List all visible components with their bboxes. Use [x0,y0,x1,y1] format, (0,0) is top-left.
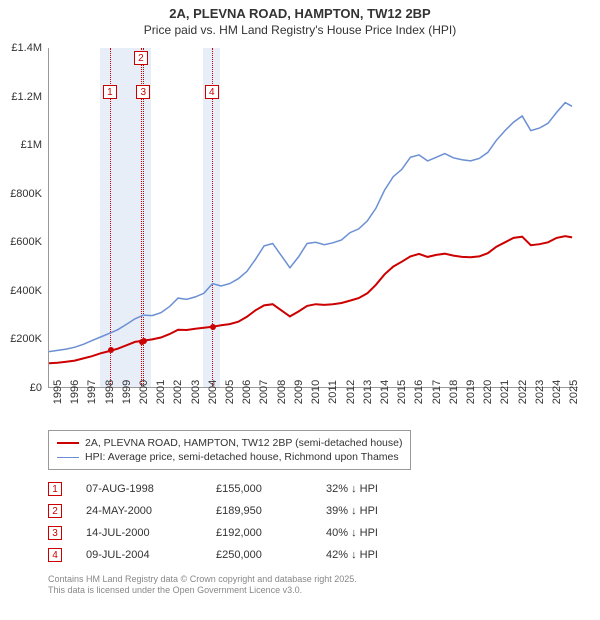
sale-row-date: 24-MAY-2000 [86,505,216,517]
x-axis-tick-label: 1995 [52,380,64,404]
x-axis-tick-label: 2004 [207,380,219,404]
sale-row-price: £250,000 [216,549,326,561]
x-axis-tick-label: 2006 [241,380,253,404]
x-axis-tick-label: 2014 [379,380,391,404]
legend-label: 2A, PLEVNA ROAD, HAMPTON, TW12 2BP (semi… [85,437,402,449]
x-axis-tick-label: 2019 [465,380,477,404]
x-axis-tick-label: 2017 [431,380,443,404]
sale-row-marker: 1 [48,482,62,496]
x-axis-tick-label: 2021 [499,380,511,404]
legend-swatch [57,457,79,458]
sale-row-date: 09-JUL-2004 [86,549,216,561]
sale-row-date: 14-JUL-2000 [86,527,216,539]
x-axis-tick-label: 2023 [534,380,546,404]
x-axis-tick-label: 1998 [104,380,116,404]
x-axis-tick-label: 2000 [138,380,150,404]
sale-row-delta: 32% ↓ HPI [326,483,426,495]
title-block: 2A, PLEVNA ROAD, HAMPTON, TW12 2BP Price… [0,0,600,37]
sale-row-marker: 2 [48,504,62,518]
legend-swatch [57,442,79,444]
x-axis-tick-label: 2003 [190,380,202,404]
x-axis-tick-label: 2013 [362,380,374,404]
sale-row-date: 07-AUG-1998 [86,483,216,495]
x-axis-tick-label: 2022 [517,380,529,404]
sales-table: 1 07-AUG-1998£155,00032% ↓ HPI 2 24-MAY-200… [48,478,426,566]
sale-row: 2 24-MAY-2000£189,95039% ↓ HPI [48,500,426,522]
chart-subtitle: Price paid vs. HM Land Registry's House … [0,23,600,37]
y-axis-tick-label: £400K [10,285,42,297]
sale-point [210,324,216,330]
sale-row: 1 07-AUG-1998£155,00032% ↓ HPI [48,478,426,500]
attribution-footer: Contains HM Land Registry data © Crown c… [48,574,357,597]
y-axis-tick-label: £800K [10,188,42,200]
x-axis-tick-label: 2011 [327,380,339,404]
legend: 2A, PLEVNA ROAD, HAMPTON, TW12 2BP (semi… [48,430,411,470]
y-axis-tick-label: £1M [21,139,42,151]
x-axis-tick-label: 2018 [448,380,460,404]
x-axis-tick-label: 2020 [482,380,494,404]
sale-marker-box: 3 [136,85,150,99]
x-axis-tick-label: 2005 [224,380,236,404]
sale-marker-box: 4 [205,85,219,99]
sale-row-price: £155,000 [216,483,326,495]
y-axis-tick-label: £1.4M [11,42,42,54]
line-series [49,48,579,388]
sale-row-price: £192,000 [216,527,326,539]
x-axis-tick-label: 2008 [276,380,288,404]
footer-line: This data is licensed under the Open Gov… [48,585,357,596]
x-axis-tick-label: 2009 [293,380,305,404]
x-axis-tick-label: 2007 [258,380,270,404]
series-line-price_paid [49,236,572,363]
x-axis-tick-label: 1999 [121,380,133,404]
x-axis-tick-label: 2015 [396,380,408,404]
y-axis-tick-label: £1.2M [11,91,42,103]
sale-point [141,338,147,344]
x-axis-tick-label: 2025 [568,380,580,404]
chart-area: 1234 £0£200K£400K£600K£800K£1M£1.2M£1.4M… [48,48,578,388]
y-axis-tick-label: £600K [10,236,42,248]
legend-item: HPI: Average price, semi-detached house,… [57,451,402,463]
x-axis-tick-label: 2016 [413,380,425,404]
sale-row: 4 09-JUL-2004£250,00042% ↓ HPI [48,544,426,566]
sale-marker-box: 1 [103,85,117,99]
plot-area [48,48,578,388]
series-line-hpi [49,103,572,352]
x-axis-tick-label: 2024 [551,380,563,404]
chart-title: 2A, PLEVNA ROAD, HAMPTON, TW12 2BP [0,6,600,21]
footer-line: Contains HM Land Registry data © Crown c… [48,574,357,585]
y-axis-tick-label: £200K [10,333,42,345]
sale-row-delta: 42% ↓ HPI [326,549,426,561]
sale-point [108,347,114,353]
x-axis-tick-label: 2001 [155,380,167,404]
sale-row: 3 14-JUL-2000£192,00040% ↓ HPI [48,522,426,544]
legend-label: HPI: Average price, semi-detached house,… [85,451,399,463]
legend-item: 2A, PLEVNA ROAD, HAMPTON, TW12 2BP (semi… [57,437,402,449]
sale-row-marker: 4 [48,548,62,562]
sale-row-delta: 40% ↓ HPI [326,527,426,539]
sale-marker-box: 2 [134,51,148,65]
chart-container: 2A, PLEVNA ROAD, HAMPTON, TW12 2BP Price… [0,0,600,620]
y-axis-tick-label: £0 [30,382,42,394]
sale-row-delta: 39% ↓ HPI [326,505,426,517]
x-axis-tick-label: 1996 [69,380,81,404]
sale-row-price: £189,950 [216,505,326,517]
sale-row-marker: 3 [48,526,62,540]
x-axis-tick-label: 2002 [172,380,184,404]
x-axis-tick-label: 1997 [86,380,98,404]
x-axis-tick-label: 2012 [345,380,357,404]
x-axis-tick-label: 2010 [310,380,322,404]
